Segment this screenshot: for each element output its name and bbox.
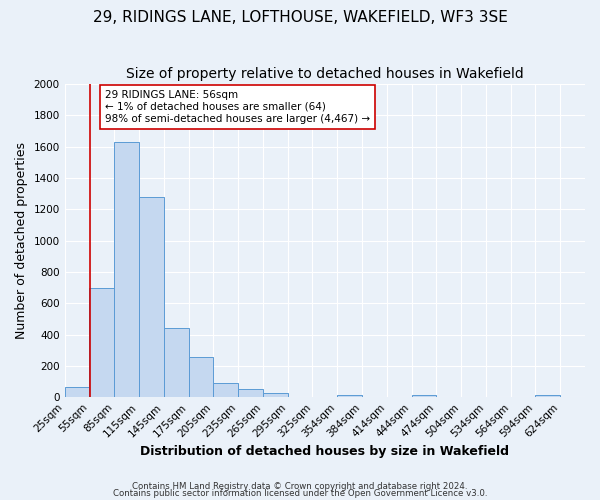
Text: Contains HM Land Registry data © Crown copyright and database right 2024.: Contains HM Land Registry data © Crown c… xyxy=(132,482,468,491)
Bar xyxy=(188,358,214,397)
Bar xyxy=(263,394,287,397)
Bar xyxy=(65,387,89,397)
Text: 29 RIDINGS LANE: 56sqm
← 1% of detached houses are smaller (64)
98% of semi-deta: 29 RIDINGS LANE: 56sqm ← 1% of detached … xyxy=(105,90,370,124)
X-axis label: Distribution of detached houses by size in Wakefield: Distribution of detached houses by size … xyxy=(140,444,509,458)
Bar xyxy=(214,383,238,397)
Title: Size of property relative to detached houses in Wakefield: Size of property relative to detached ho… xyxy=(126,68,524,82)
Bar xyxy=(238,390,263,397)
Bar xyxy=(89,288,114,397)
Bar xyxy=(535,395,560,397)
Text: 29, RIDINGS LANE, LOFTHOUSE, WAKEFIELD, WF3 3SE: 29, RIDINGS LANE, LOFTHOUSE, WAKEFIELD, … xyxy=(92,10,508,25)
Y-axis label: Number of detached properties: Number of detached properties xyxy=(15,142,28,339)
Bar xyxy=(412,395,436,397)
Bar xyxy=(114,142,139,397)
Bar xyxy=(164,328,188,397)
Text: Contains public sector information licensed under the Open Government Licence v3: Contains public sector information licen… xyxy=(113,490,487,498)
Bar xyxy=(139,197,164,397)
Bar xyxy=(337,395,362,397)
